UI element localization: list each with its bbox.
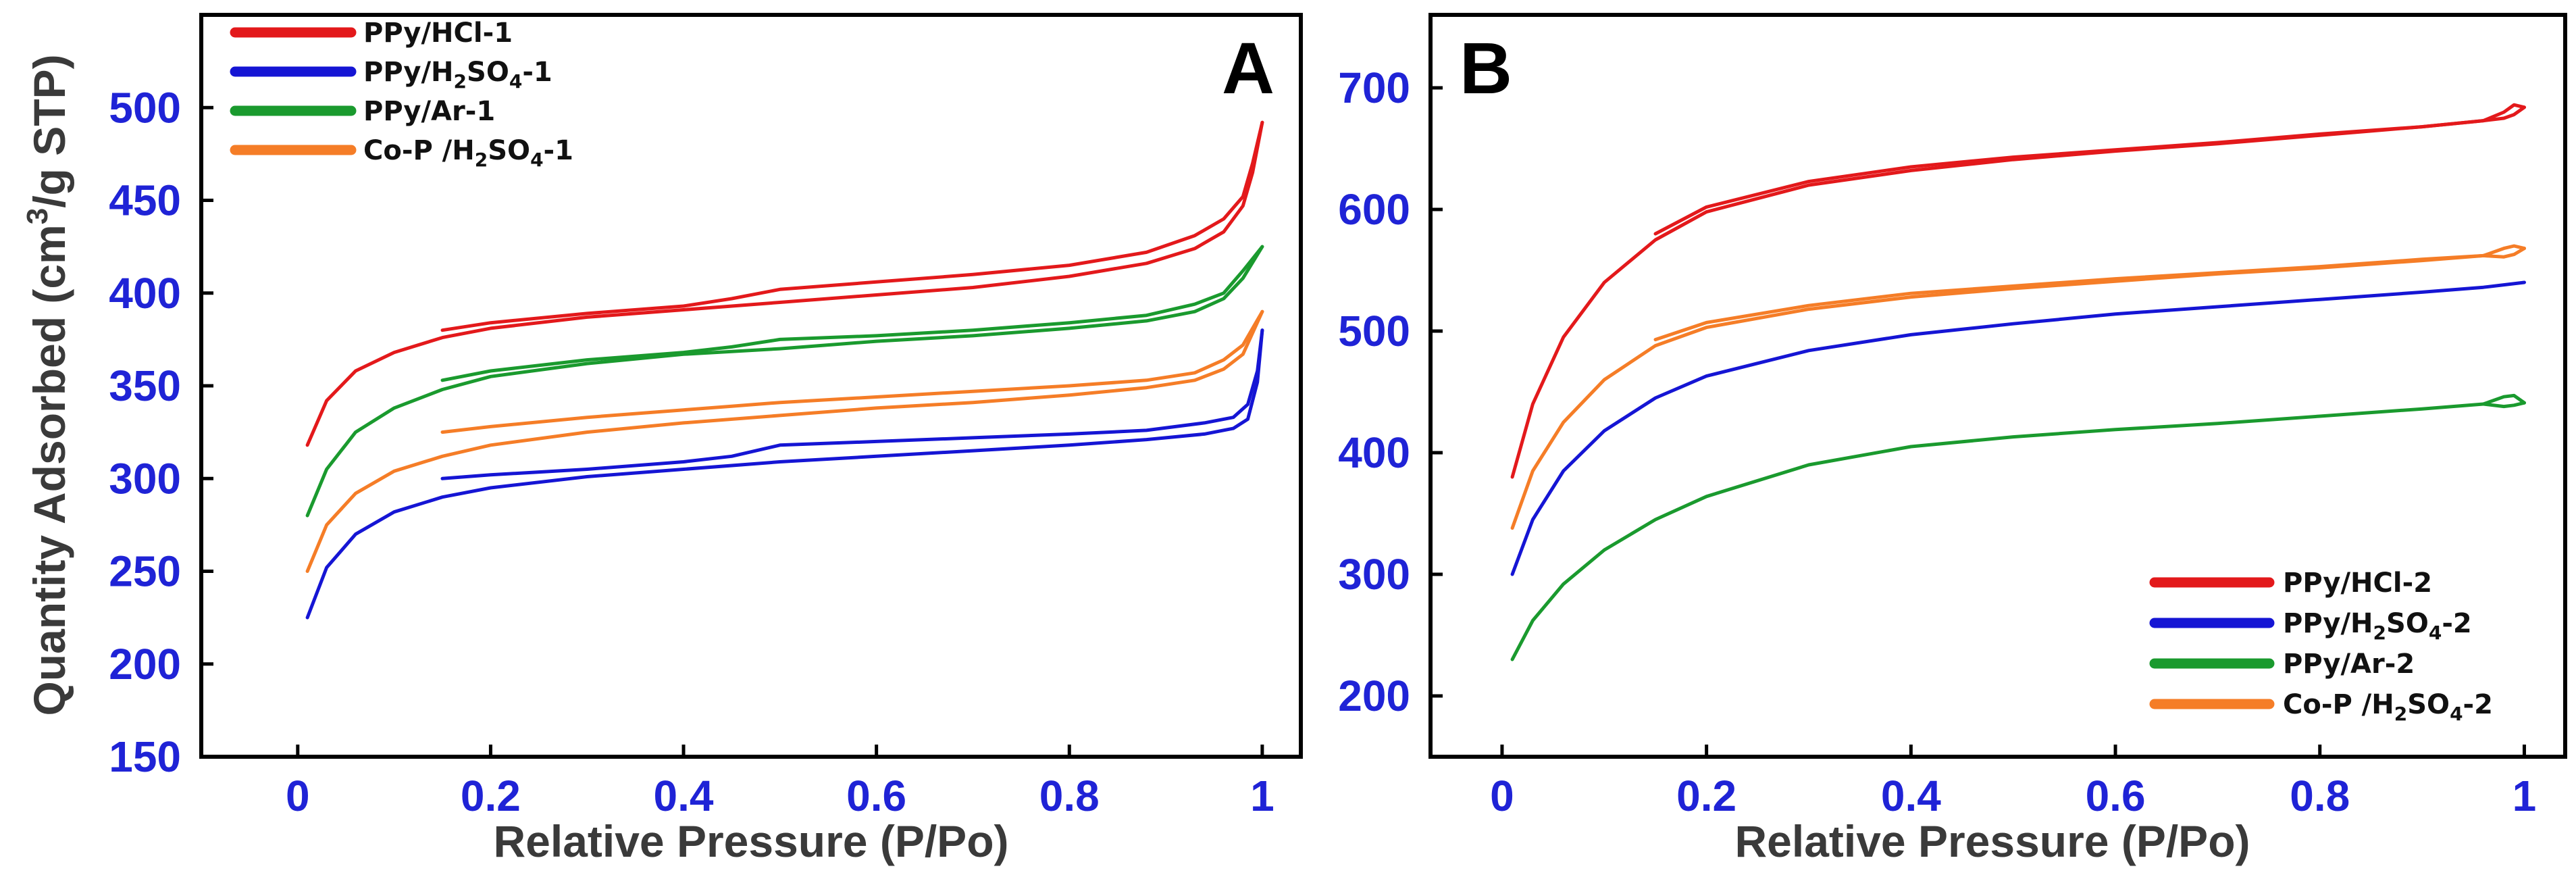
panel-b-x-tick-label: 1 bbox=[2513, 772, 2537, 820]
panel-a-y-tick-label: 450 bbox=[109, 176, 181, 225]
panel-a-x-ticks: 0 0.2 0.4 0.6 0.8 1 bbox=[286, 745, 1274, 820]
panel-a-co-p-h2so4-1-adsorption-line bbox=[305, 309, 1264, 573]
panel-b-ppy-ar-2-desorption-line bbox=[2481, 401, 2526, 409]
panel-b-y-tick-label: 200 bbox=[1338, 672, 1410, 720]
legend-label: Co-P /H2SO4-2 bbox=[2283, 689, 2493, 725]
legend-label: PPy/Ar-1 bbox=[363, 96, 495, 127]
panel-b: 200 300 400 500 600 700 0 0.2 0.4 0.6 0.8 1 PPy/HC… bbox=[1338, 13, 2567, 866]
panel-a-letter: A bbox=[1222, 27, 1274, 109]
panel-b-y-tick-label: 700 bbox=[1338, 64, 1410, 112]
panel-b-y-tick-label: 600 bbox=[1338, 185, 1410, 234]
panel-b-y-tick-label: 300 bbox=[1338, 550, 1410, 599]
panel-b-ppy-ar-2-adsorption-line bbox=[1510, 393, 2526, 661]
panel-b-ppy-h2so4-2-adsorption-line bbox=[1510, 280, 2526, 576]
panel-b-x-tick-label: 0.6 bbox=[2086, 772, 2146, 820]
panel-a-ppy-ar-1-adsorption-line bbox=[305, 245, 1264, 518]
legend-label: PPy/H2SO4-2 bbox=[2283, 608, 2472, 644]
panel-a-x-tick-label: 1 bbox=[1250, 772, 1274, 820]
panel-b-frame bbox=[1428, 13, 2567, 759]
panel-a-ppy-h2so4-1-adsorption-line bbox=[305, 328, 1264, 620]
panel-b-x-tick-label: 0.4 bbox=[1881, 772, 1941, 820]
panel-a-ppy-hcl-1-adsorption-line bbox=[305, 120, 1264, 447]
legend-label: Co-P /H2SO4-1 bbox=[363, 135, 573, 171]
panel-b-y-tick-label: 400 bbox=[1338, 428, 1410, 477]
panel-a-ppy-hcl-1-desorption-line bbox=[440, 120, 1264, 332]
panel-a-x-tick-label: 0.8 bbox=[1039, 772, 1100, 820]
panel-b-legend: PPy/HCl-2 PPy/H2SO4-2 PPy/Ar-2 Co-P /H2SO4-… bbox=[2149, 568, 2493, 725]
panel-a-y-ticks: 150 200 250 300 350 400 450 500 bbox=[109, 83, 213, 781]
panel-a-y-tick-label: 300 bbox=[109, 454, 181, 503]
panel-a-ppy-ar-1-desorption-line bbox=[440, 245, 1264, 382]
panel-a-x-tick-label: 0.4 bbox=[654, 772, 714, 820]
panel-b-x-axis-label: Relative Pressure (P/Po) bbox=[1735, 816, 2250, 866]
panel-b-ppy-hcl-2-desorption-line bbox=[1653, 105, 2526, 236]
panel-b-series bbox=[1510, 103, 2526, 661]
panel-b-letter: B bbox=[1460, 27, 1512, 109]
panel-b-y-tick-label: 500 bbox=[1338, 307, 1410, 355]
panel-a-co-p-h2so4-1-desorption-line bbox=[440, 309, 1264, 434]
panel-a-y-tick-label: 350 bbox=[109, 361, 181, 410]
panel-a-series bbox=[305, 120, 1264, 620]
panel-a-ppy-h2so4-1-desorption-line bbox=[440, 328, 1264, 480]
legend-label: PPy/HCl-2 bbox=[2283, 568, 2432, 599]
legend-label: PPy/HCl-1 bbox=[363, 18, 513, 49]
panel-b-co-p-h2so4-2-desorption-line bbox=[1653, 247, 2526, 342]
panel-b-x-tick-label: 0.8 bbox=[2290, 772, 2350, 820]
panel-a-y-axis-label: Quantity Adsorbed (cm3/g STP) bbox=[21, 54, 74, 716]
panel-a-y-tick-label: 200 bbox=[109, 640, 181, 688]
panel-b-x-tick-label: 0.2 bbox=[1676, 772, 1736, 820]
panel-a-x-tick-label: 0 bbox=[286, 772, 310, 820]
panel-a-y-tick-label: 250 bbox=[109, 547, 181, 596]
panel-a-y-tick-label: 150 bbox=[109, 732, 181, 781]
panel-b-ppy-hcl-2-adsorption-line bbox=[1510, 103, 2526, 479]
panel-b-co-p-h2so4-2-adsorption-line bbox=[1510, 244, 2526, 530]
legend-label: PPy/Ar-2 bbox=[2283, 649, 2415, 680]
panel-b-x-tick-label: 0 bbox=[1490, 772, 1514, 820]
panel-a-x-axis-label: Relative Pressure (P/Po) bbox=[494, 816, 1009, 866]
panel-a-x-tick-label: 0.6 bbox=[846, 772, 906, 820]
panel-a-y-tick-label: 500 bbox=[109, 83, 181, 132]
panel-b-y-ticks: 200 300 400 500 600 700 bbox=[1338, 64, 1443, 720]
panel-a-x-tick-label: 0.2 bbox=[461, 772, 521, 820]
panel-b-x-ticks: 0 0.2 0.4 0.6 0.8 1 bbox=[1490, 745, 2536, 820]
legend-label: PPy/H2SO4-1 bbox=[363, 57, 552, 93]
panel-a-y-tick-label: 400 bbox=[109, 269, 181, 318]
